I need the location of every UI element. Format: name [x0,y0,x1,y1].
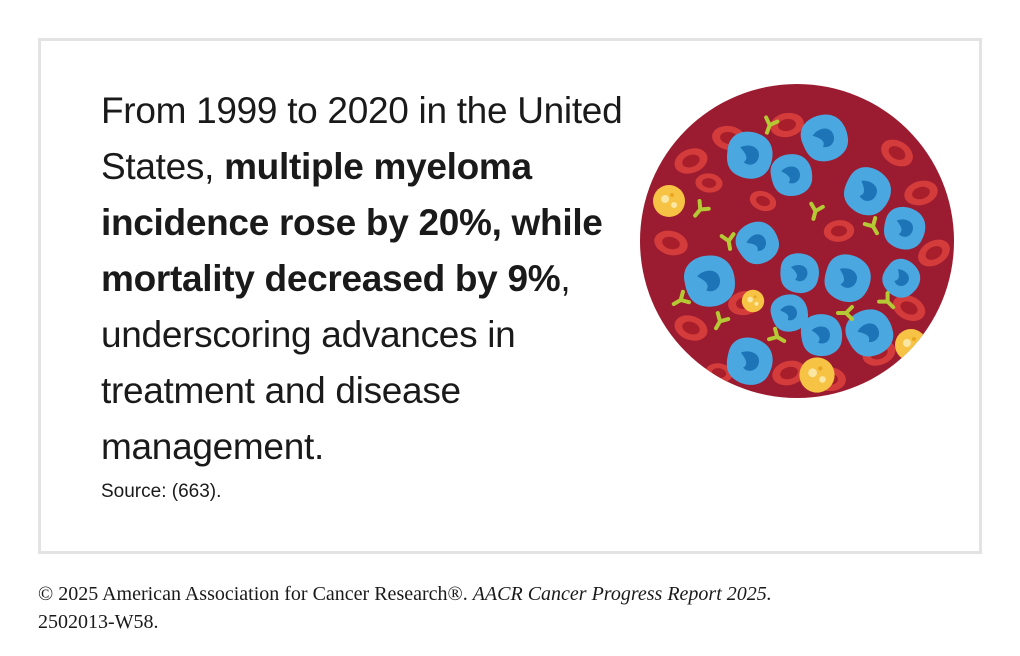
blood-cells-icon [640,84,954,398]
headline-bold: multiple myeloma incidence rose by 20%, … [101,146,603,299]
infographic-card: From 1999 to 2020 in the United States, … [38,38,982,554]
headline-part-2: , underscoring advances in treatment and… [101,258,571,467]
copyright-text: © 2025 American Association for Cancer R… [38,583,473,605]
footer-credit: © 2025 American Association for Cancer R… [38,580,988,636]
headline-text: From 1999 to 2020 in the United States, … [101,83,661,475]
report-title: AACR Cancer Progress Report 2025. [472,583,772,605]
report-code: 2502013-W58. [38,611,159,633]
source-citation: Source: (663). [101,481,222,502]
headline-part-1: From 1999 to 2020 in the United States, [101,90,623,187]
